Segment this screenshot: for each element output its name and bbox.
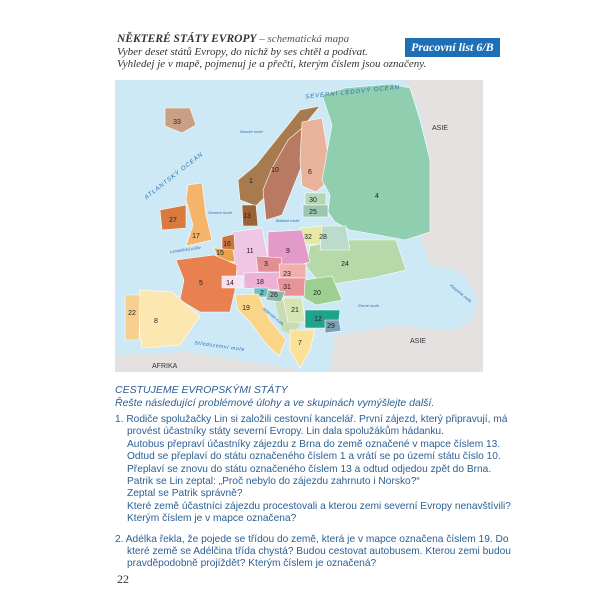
task-1: 1. Rodiče spolužačky Lin si založili ces… — [115, 414, 511, 526]
country-number-label: 28 — [319, 234, 327, 241]
section-heading: CESTUJEME EVROPSKÝMI STÁTY Řešte následu… — [115, 384, 434, 409]
country-17 — [185, 182, 213, 247]
country-25 — [302, 204, 329, 218]
country-number-label: 2 — [260, 290, 264, 297]
country-number-label: 31 — [283, 284, 291, 291]
country-7 — [289, 329, 316, 369]
country-number-label: 26 — [270, 292, 278, 299]
task-line: Které země účastníci zájezdu procestoval… — [127, 500, 511, 512]
country-20 — [303, 275, 343, 306]
task-list: 1. Rodiče spolužačky Lin si založili ces… — [115, 414, 511, 571]
country-number-label: 8 — [154, 318, 158, 325]
sea-label-norwegian: Norské moře — [240, 129, 264, 134]
task-line: které země se Adélčina třída chystá? Bud… — [127, 546, 511, 558]
country-number-label: 18 — [256, 279, 264, 286]
task-line: Přeplaví se znovu do státu označeného čí… — [127, 463, 492, 475]
country-number-label: 32 — [304, 234, 312, 241]
asia-land — [330, 80, 483, 372]
page-subtitle: – schematická mapa — [256, 33, 350, 45]
country-number-label: 30 — [309, 197, 317, 204]
country-number-label: 10 — [271, 167, 279, 174]
country-19 — [234, 293, 287, 357]
country-number-label: 4 — [375, 193, 379, 200]
task-line: Odtud se přeplaví do státu označeného čí… — [127, 451, 501, 463]
country-number-label: 20 — [313, 290, 321, 297]
country-26 — [265, 289, 286, 303]
task-line: Kterým číslem je v mapce označena? — [127, 513, 297, 525]
task-line: Zeptal se Patrik správně? — [127, 488, 243, 500]
country-number-label: 33 — [173, 119, 181, 126]
task-line: Autobus přepraví účastníky zájezdu z Brn… — [127, 438, 501, 450]
task-line: 2. Adélka řekla, že pojede se třídou do … — [115, 533, 509, 545]
page-number: 22 — [117, 572, 129, 586]
sea-label-channel: Lamanšský průliv — [170, 245, 202, 254]
country-number-label: 15 — [216, 250, 224, 257]
section-title: CESTUJEME EVROPSKÝMI STÁTY — [115, 384, 288, 396]
worksheet-header: NĚKTERÉ STÁTY EVROPY – schematická mapa … — [117, 33, 426, 71]
country-number-label: 3 — [264, 261, 268, 268]
task-2: 2. Adélka řekla, že pojede se třídou do … — [115, 533, 511, 571]
country-16 — [221, 233, 236, 251]
country-number-label: 25 — [309, 209, 317, 216]
task-line: provést účastníky státy severní Evropy. … — [127, 426, 444, 438]
task-line: 1. Rodiče spolužačky Lin si založili ces… — [115, 414, 508, 425]
region-label-asia: ASIE — [432, 125, 448, 132]
country-number-label: 9 — [286, 248, 290, 255]
country-number-label: 21 — [291, 307, 299, 314]
country-number-label: 24 — [341, 261, 349, 268]
country-number-label: 19 — [242, 305, 250, 312]
country-24 — [305, 239, 407, 287]
country-number-label: 7 — [298, 340, 302, 347]
country-14 — [221, 275, 243, 289]
country-number-label: 6 — [308, 169, 312, 176]
country-22 — [124, 294, 141, 341]
country-number-label: 29 — [327, 323, 335, 330]
region-label-africa: AFRIKA — [152, 363, 178, 370]
country-33 — [164, 107, 197, 134]
country-5 — [175, 254, 238, 313]
sea-label-baltic: Baltské moře — [276, 218, 300, 223]
africa-land — [115, 352, 300, 372]
country-number-label: 17 — [192, 233, 200, 240]
country-4 — [321, 83, 431, 241]
worksheet-badge: Pracovní list 6/B — [405, 38, 500, 57]
caspian-sea — [445, 270, 478, 325]
country-number-label: 13 — [243, 213, 251, 220]
region-label-asia: ASIE — [410, 338, 426, 345]
country-number-label: 23 — [283, 271, 291, 278]
country-13 — [241, 204, 259, 227]
instruction-line: Vyhledej je v mapě, pojmenuj je a přečti… — [117, 58, 427, 70]
country-number-label: 11 — [246, 248, 253, 255]
country-number-label: 12 — [314, 316, 322, 323]
country-number-label: 27 — [169, 217, 177, 224]
task-line: pravděpodobně projíždět? Kterým číslem j… — [127, 558, 377, 570]
country-number-label: 16 — [223, 241, 231, 248]
page-title: NĚKTERÉ STÁTY EVROPY — [117, 33, 257, 45]
task-line: Patrik se Lin zeptal: „Proč nebylo do zá… — [127, 476, 420, 488]
country-number-label: 1 — [249, 178, 253, 185]
section-subtitle: Řešte následující problémové úlohy a ve … — [115, 396, 435, 409]
instruction-line: Vyber deset států Evropy, do nichž by se… — [117, 45, 368, 58]
sea-label-black: Černé moře — [358, 303, 380, 308]
country-27 — [159, 204, 187, 231]
country-3 — [255, 255, 283, 273]
sea-label-north: Severní moře — [208, 210, 233, 215]
country-number-label: 5 — [199, 280, 203, 287]
country-29 — [324, 319, 342, 334]
country-number-label: 14 — [226, 280, 234, 287]
country-number-label: 22 — [128, 310, 136, 317]
country-28 — [319, 225, 351, 251]
